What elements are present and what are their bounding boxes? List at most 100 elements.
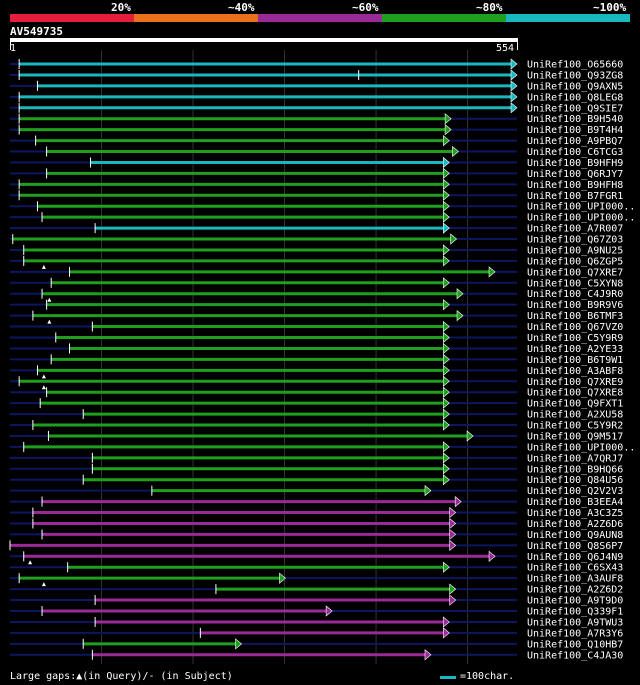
hit-row[interactable]: UniRef100_O65660 <box>10 58 623 71</box>
hit-label[interactable]: UniRef100_Q6RJY7 <box>527 169 623 180</box>
hit-row[interactable]: UniRef100_A9TWU3 <box>10 616 623 629</box>
hit-label[interactable]: UniRef100_Q8LEG8 <box>527 92 623 103</box>
hit-row[interactable]: UniRef100_Q8S6P7 <box>9 539 623 552</box>
hit-row[interactable]: UniRef100_B9HFH8 <box>10 178 623 191</box>
hit-label[interactable]: UniRef100_UPI000.. <box>527 442 635 453</box>
hit-row[interactable]: UniRef100_Q67VZ0 <box>10 320 623 334</box>
hit-label[interactable]: UniRef100_O65660 <box>527 60 623 71</box>
hit-row[interactable]: UniRef100_Q8LEG8 <box>10 91 623 104</box>
hit-row[interactable]: UniRef100_C4J9R0 <box>10 288 623 302</box>
hit-label[interactable]: UniRef100_Q9M517 <box>527 431 623 442</box>
hit-row[interactable]: UniRef100_B6T9W1 <box>10 353 623 366</box>
hit-label[interactable]: UniRef100_A7R3Y6 <box>527 628 623 639</box>
hit-label[interactable]: UniRef100_Q9FXT1 <box>527 399 623 410</box>
hit-row[interactable]: UniRef100_UPI000.. <box>10 211 635 224</box>
hit-label[interactable]: UniRef100_C4J9R0 <box>527 289 623 300</box>
hit-row[interactable]: UniRef100_Q84U56 <box>10 474 623 487</box>
hit-label[interactable]: UniRef100_Q7XRE9 <box>527 377 623 388</box>
hit-label[interactable]: UniRef100_A2XU58 <box>527 410 623 421</box>
hit-row[interactable]: UniRef100_A3C3Z5 <box>10 506 623 519</box>
hit-label[interactable]: UniRef100_C5Y9R9 <box>527 333 623 344</box>
hit-label[interactable]: UniRef100_Q9AXN5 <box>527 81 623 92</box>
hit-row[interactable]: UniRef100_UPI000.. <box>10 200 635 213</box>
hit-row[interactable]: UniRef100_A2Z6D2 <box>10 583 623 596</box>
hit-label[interactable]: UniRef100_B9H540 <box>527 114 623 125</box>
hit-row[interactable]: UniRef100_Q6ZGP5 <box>10 255 623 269</box>
hit-label[interactable]: UniRef100_Q93ZG8 <box>527 70 623 81</box>
hit-label[interactable]: UniRef100_Q84U56 <box>527 475 623 486</box>
hit-row[interactable]: UniRef100_UPI000.. <box>10 441 635 454</box>
hit-label[interactable]: UniRef100_A7R007 <box>527 224 623 235</box>
hit-row[interactable]: UniRef100_A2YE33 <box>10 342 623 355</box>
hit-row[interactable]: UniRef100_C5Y9R9 <box>10 331 623 345</box>
hit-row[interactable]: UniRef100_Q9SIE7 <box>10 102 623 115</box>
hit-row[interactable]: UniRef100_C6TCG3 <box>10 145 623 159</box>
hit-label[interactable]: UniRef100_B9HQ66 <box>527 464 623 475</box>
hit-row[interactable]: UniRef100_A9PBQ7 <box>10 134 623 148</box>
hit-row[interactable]: UniRef100_Q339F1 <box>10 605 623 618</box>
hit-label[interactable]: UniRef100_A3AUF8 <box>527 574 623 585</box>
hit-row[interactable]: UniRef100_Q7XRE8 <box>10 386 623 399</box>
hit-row[interactable]: UniRef100_B7FGR1 <box>10 189 623 202</box>
hit-label[interactable]: UniRef100_Q2V2V3 <box>527 486 623 497</box>
hit-row[interactable]: UniRef100_Q7XRE9 <box>10 375 623 390</box>
hit-row[interactable]: UniRef100_B6TMF3 <box>10 309 623 324</box>
hit-row[interactable]: UniRef100_B9T4H4 <box>10 123 623 137</box>
hit-label[interactable]: UniRef100_Q7XRE7 <box>527 267 623 278</box>
hit-row[interactable]: UniRef100_A7R3Y6 <box>10 627 623 640</box>
hit-label[interactable]: UniRef100_A9T9D0 <box>527 596 623 607</box>
hit-row[interactable]: UniRef100_Q6J4N9 <box>10 550 623 565</box>
hit-label[interactable]: UniRef100_C6SX43 <box>527 563 623 574</box>
hit-label[interactable]: UniRef100_A3C3Z5 <box>527 508 623 519</box>
hit-label[interactable]: UniRef100_A2YE33 <box>527 344 623 355</box>
hit-label[interactable]: UniRef100_Q9SIE7 <box>527 103 623 114</box>
hit-row[interactable]: UniRef100_B3EEA4 <box>10 495 623 509</box>
hit-row[interactable]: UniRef100_B9R9V6 <box>10 299 623 312</box>
hit-label[interactable]: UniRef100_Q10HB7 <box>527 639 623 650</box>
hit-row[interactable]: UniRef100_Q9FXT1 <box>10 397 623 410</box>
hit-row[interactable]: UniRef100_B9H540 <box>10 113 623 126</box>
hit-row[interactable]: UniRef100_C5XYN8 <box>10 277 623 290</box>
hit-row[interactable]: UniRef100_A7R007 <box>10 222 623 235</box>
hit-row[interactable]: UniRef100_Q7XRE7 <box>10 266 623 279</box>
hit-label[interactable]: UniRef100_B6TMF3 <box>527 311 623 322</box>
hit-row[interactable]: UniRef100_C4JA30 <box>10 649 623 662</box>
hit-label[interactable]: UniRef100_C6TCG3 <box>527 147 623 158</box>
hit-label[interactable]: UniRef100_A2Z6D2 <box>527 585 623 596</box>
hit-label[interactable]: UniRef100_A7QRJ7 <box>527 453 623 464</box>
hit-label[interactable]: UniRef100_B6T9W1 <box>527 355 623 366</box>
hit-label[interactable]: UniRef100_B9HFH8 <box>527 180 623 191</box>
hit-row[interactable]: UniRef100_Q9AXN5 <box>10 80 623 93</box>
hit-label[interactable]: UniRef100_B9T4H4 <box>527 125 623 136</box>
hit-label[interactable]: UniRef100_C5XYN8 <box>527 278 623 289</box>
hit-label[interactable]: UniRef100_B7FGR1 <box>527 191 623 202</box>
hit-row[interactable]: UniRef100_Q10HB7 <box>10 638 623 651</box>
hit-label[interactable]: UniRef100_B9R9V6 <box>527 300 623 311</box>
hit-row[interactable]: UniRef100_Q67Z03 <box>10 233 623 246</box>
hit-label[interactable]: UniRef100_C5Y9R2 <box>527 421 623 432</box>
hit-row[interactable]: UniRef100_Q2V2V3 <box>10 485 623 498</box>
hit-row[interactable]: UniRef100_A9T9D0 <box>10 594 623 607</box>
hit-row[interactable]: UniRef100_C6SX43 <box>10 561 623 574</box>
hit-label[interactable]: UniRef100_C4JA30 <box>527 650 623 661</box>
hit-row[interactable]: UniRef100_C5Y9R2 <box>10 419 623 432</box>
hit-row[interactable]: UniRef100_A3ABF8 <box>10 364 623 379</box>
hit-label[interactable]: UniRef100_UPI000.. <box>527 213 635 224</box>
hit-label[interactable]: UniRef100_A3ABF8 <box>527 366 623 377</box>
hit-row[interactable]: UniRef100_B9HFH9 <box>10 156 623 169</box>
hit-label[interactable]: UniRef100_Q67Z03 <box>527 235 623 246</box>
hit-row[interactable]: UniRef100_Q6RJY7 <box>10 167 623 180</box>
hit-label[interactable]: UniRef100_Q339F1 <box>527 607 623 618</box>
hit-row[interactable]: UniRef100_A3AUF8 <box>10 572 623 587</box>
hit-label[interactable]: UniRef100_B3EEA4 <box>527 497 623 508</box>
hit-row[interactable]: UniRef100_Q9M517 <box>10 430 623 443</box>
hit-label[interactable]: UniRef100_Q7XRE8 <box>527 388 623 399</box>
hit-row[interactable]: UniRef100_A7QRJ7 <box>10 452 623 465</box>
hit-label[interactable]: UniRef100_Q8S6P7 <box>527 541 623 552</box>
hit-row[interactable]: UniRef100_Q93ZG8 <box>10 69 623 82</box>
hit-label[interactable]: UniRef100_A9PBQ7 <box>527 136 623 147</box>
hit-label[interactable]: UniRef100_Q67VZ0 <box>527 322 623 333</box>
hit-label[interactable]: UniRef100_UPI000.. <box>527 202 635 213</box>
hit-row[interactable]: UniRef100_A2Z6D6 <box>10 517 623 530</box>
hit-label[interactable]: UniRef100_A9TWU3 <box>527 617 623 628</box>
